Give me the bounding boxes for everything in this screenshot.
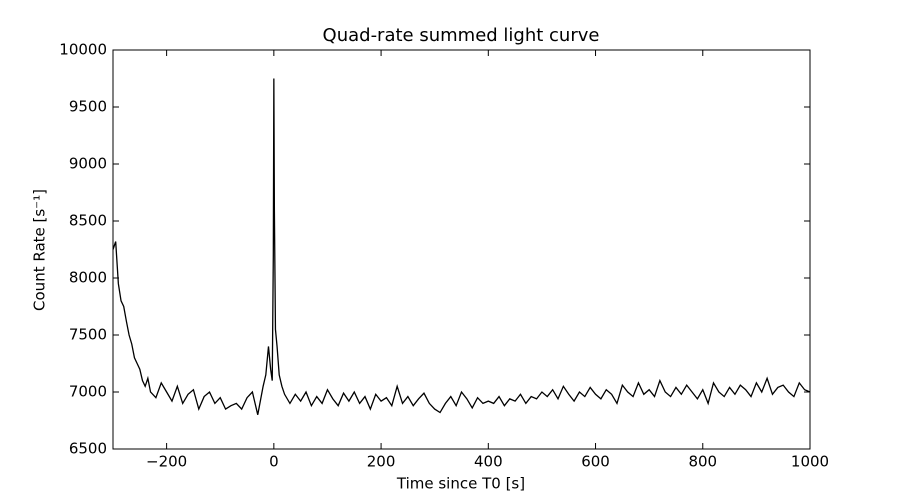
x-tick-label: 600 <box>581 453 610 471</box>
data-line <box>112 78 811 415</box>
y-tick-label: 8000 <box>69 269 107 287</box>
y-axis-label: Count Rate [s⁻¹] <box>31 189 49 311</box>
y-tick-label: 9500 <box>69 98 107 116</box>
y-tick-label: 8500 <box>69 212 107 230</box>
x-tick-label: 0 <box>269 453 279 471</box>
plot-frame <box>112 49 811 450</box>
y-tick-label: 7000 <box>69 383 107 401</box>
x-tick-label: 1000 <box>791 453 829 471</box>
x-tick-label: 400 <box>474 453 503 471</box>
chart-title: Quad-rate summed light curve <box>323 25 600 46</box>
y-tick-label: 9000 <box>69 155 107 173</box>
x-tick-label: 200 <box>367 453 396 471</box>
y-tick-label: 6500 <box>69 440 107 458</box>
y-tick-label: 7500 <box>69 326 107 344</box>
x-tick-label: −200 <box>146 453 187 471</box>
x-tick-label: 800 <box>688 453 717 471</box>
x-axis-label: Time since T0 [s] <box>396 475 525 493</box>
y-tick-label: 10000 <box>59 41 107 59</box>
